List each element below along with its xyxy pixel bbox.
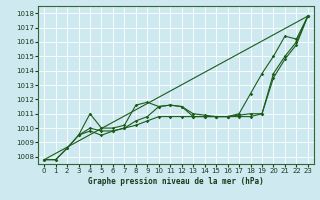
X-axis label: Graphe pression niveau de la mer (hPa): Graphe pression niveau de la mer (hPa) xyxy=(88,177,264,186)
